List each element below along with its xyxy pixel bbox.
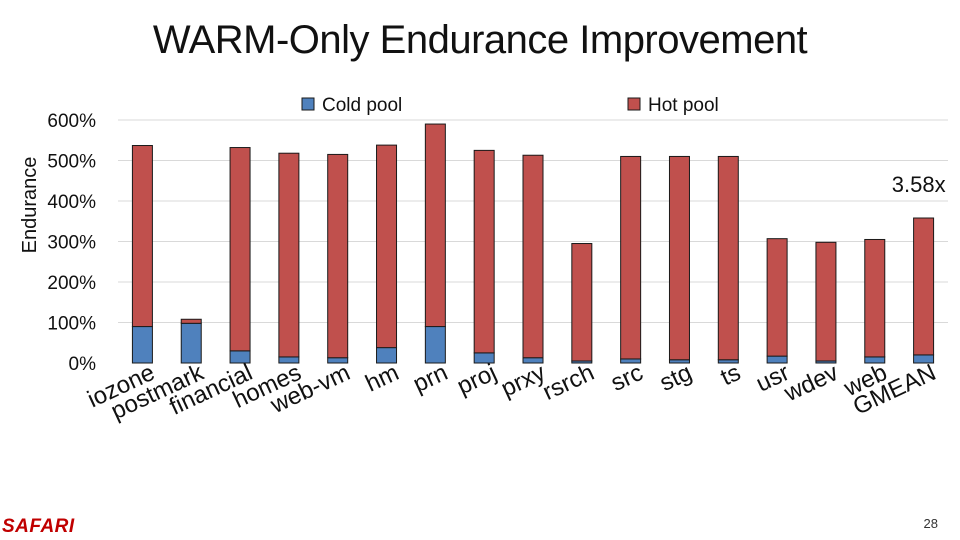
y-tick-label: 500% [47,152,96,173]
bar-hot-stg [668,155,690,361]
bar-cold-prn [424,326,446,364]
legend-cold-pool-label: Cold pool [322,95,402,116]
page-number: 28 [923,516,938,531]
y-tick-label: 200% [47,273,96,294]
x-tick-label: wdev [779,359,842,408]
bar-hot-homes [278,152,300,358]
bar-hot-prxy [522,154,544,359]
bar-hot-postmark [180,318,202,324]
bar-hot-GMEAN [913,217,935,356]
bar-hot-src [620,155,642,360]
bar-cold-iozone [131,326,153,364]
x-tick-label: proj [453,359,501,400]
bar-hot-proj [473,149,495,354]
x-tick-label: prn [409,359,452,398]
bar-hot-hm [376,144,398,349]
y-tick-label: 0% [69,354,97,375]
legend-cold-pool-swatch [301,97,315,111]
safari-logo: SAFARI [2,516,75,537]
bar-hot-usr [766,238,788,357]
x-tick-label: src [607,359,647,397]
legend-hot-pool-swatch [627,97,641,111]
annotation-gmean: 3.58x [892,172,946,197]
bar-hot-wdev [815,241,837,362]
y-axis-title: Endurance [19,157,41,254]
bar-hot-web-vm [327,153,349,359]
x-tick-label: hm [361,359,403,398]
y-tick-label: 100% [47,314,96,335]
y-tick-label: 400% [47,192,96,213]
bar-hot-rsrch [571,243,593,362]
y-tick-label: 600% [47,111,96,132]
bar-hot-ts [717,155,739,361]
bar-hot-financial [229,147,251,352]
bar-hot-prn [424,123,446,328]
bar-cold-postmark [180,322,202,364]
x-tick-label: ts [716,359,744,391]
bar-hot-iozone [131,145,153,328]
bar-hot-web [864,238,886,358]
x-tick-label: stg [656,359,696,397]
legend-hot-pool-label: Hot pool [648,95,719,116]
slide-title: WARM-Only Endurance Improvement [152,18,808,62]
y-tick-label: 300% [47,233,96,254]
x-tick-label: rsrch [539,359,599,406]
